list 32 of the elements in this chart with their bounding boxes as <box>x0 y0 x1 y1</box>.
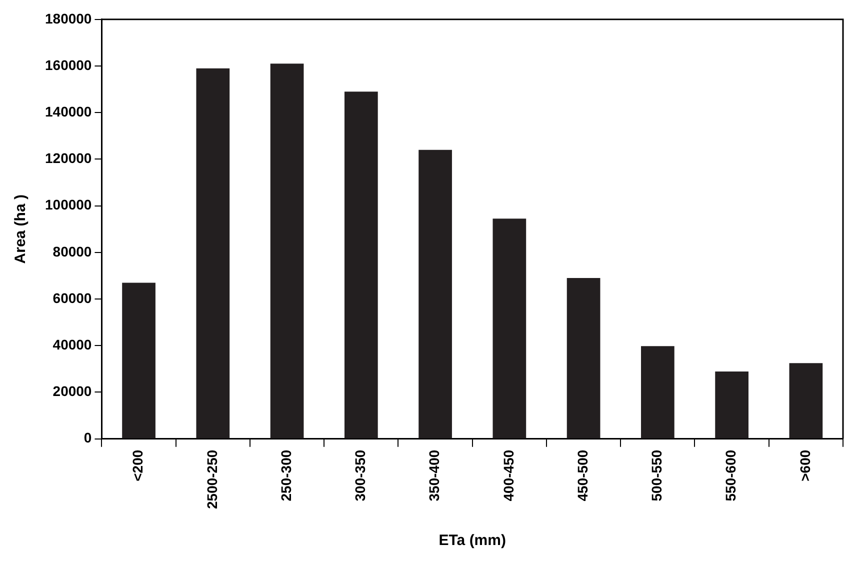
bar <box>344 92 378 438</box>
bar <box>418 150 452 438</box>
y-tick-label: 80000 <box>52 243 92 260</box>
bar <box>641 346 674 438</box>
bar <box>122 282 156 438</box>
x-tick-label: 2500-250 <box>204 450 220 510</box>
y-tick-label: 0 <box>84 430 92 446</box>
x-tick-label: 250-300 <box>278 450 294 502</box>
bar <box>270 64 304 438</box>
x-tick-label: 500-550 <box>648 450 665 502</box>
x-tick-label: 550-600 <box>722 450 739 502</box>
x-axis-title: ETa (mm) <box>438 532 506 550</box>
bar <box>789 363 823 438</box>
y-tick-label: 140000 <box>45 103 92 120</box>
y-tick-label: 160000 <box>45 56 92 73</box>
y-tick-label: 60000 <box>52 290 92 306</box>
y-tick-label: 180000 <box>45 10 92 26</box>
bar <box>715 371 748 438</box>
x-tick-label: 400-450 <box>500 450 516 502</box>
x-tick-label: 300-350 <box>352 450 368 502</box>
x-tick-label: >600 <box>796 450 813 482</box>
x-tick-label: 450-500 <box>574 450 590 502</box>
bar <box>566 278 600 438</box>
y-tick-label: 120000 <box>45 150 92 166</box>
y-tick-label: 100000 <box>45 196 92 213</box>
x-tick-label: <200 <box>130 450 146 482</box>
y-tick-label: 20000 <box>52 383 92 400</box>
y-axis-title: Area (ha ) <box>12 194 30 264</box>
y-tick-label: 40000 <box>52 336 92 352</box>
bar <box>492 218 526 438</box>
bar <box>196 68 230 438</box>
x-tick-label: 350-400 <box>426 450 442 502</box>
